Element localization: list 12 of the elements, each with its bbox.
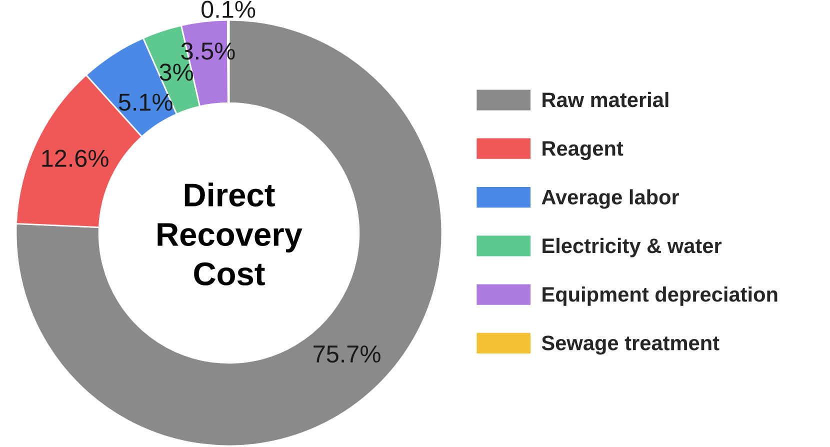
text: Direct Recovery Cost [158,182,302,286]
legend-label: Average labor [542,189,680,209]
legend-label: Electricity & water [542,238,722,258]
legend-label: Reagent [542,141,624,160]
data-label: 0.1% [202,0,256,18]
donut-slice [15,19,443,447]
data-label: 5.1% [118,94,172,111]
legend-label: Raw material [542,92,668,108]
legend-label: Equipment depreciation [542,286,778,306]
data-label: 75.7% [314,346,380,363]
data-label: 12.6% [42,150,108,167]
legend-label: Sewage treatment [542,336,720,355]
